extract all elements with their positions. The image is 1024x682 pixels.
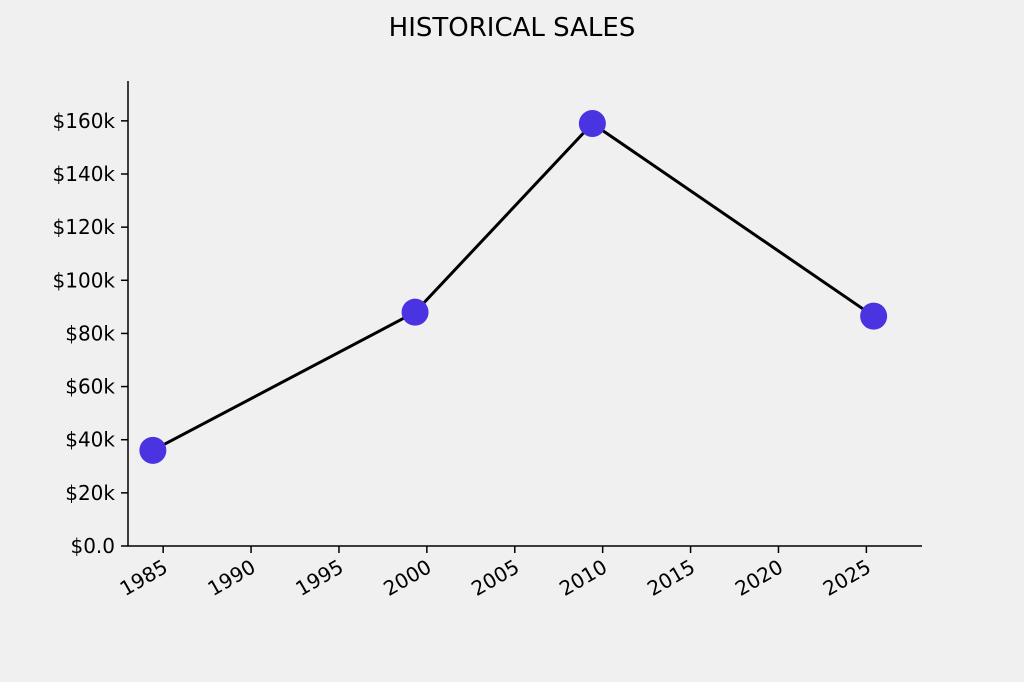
x-ticks: 1985 1990 1995 2000 2005 2010 2015 2020 2025	[116, 546, 875, 601]
x-tick-label: 1990	[203, 555, 259, 601]
y-tick-label: $60k	[65, 375, 115, 399]
y-tick-label: $40k	[65, 428, 115, 452]
y-tick-label: $120k	[53, 215, 116, 239]
y-tick-label: $140k	[53, 162, 116, 186]
data-point	[860, 302, 888, 330]
x-tick-label: 2020	[731, 555, 787, 601]
x-tick-label: 2025	[819, 555, 875, 601]
series	[139, 110, 888, 464]
y-tick-label: $100k	[53, 268, 116, 292]
y-tick-label: $20k	[65, 481, 115, 505]
data-point	[401, 298, 429, 326]
y-tick-label: $0.0	[70, 534, 115, 558]
data-point	[578, 110, 606, 138]
x-tick-label: 1985	[116, 555, 172, 601]
x-tick-label: 2000	[379, 555, 435, 601]
y-tick-label: $80k	[65, 321, 115, 345]
chart-title: HISTORICAL SALES	[389, 13, 636, 43]
y-tick-label: $160k	[53, 109, 116, 133]
x-tick-label: 2010	[555, 555, 611, 601]
series-line	[152, 121, 875, 452]
data-point	[139, 436, 167, 464]
x-tick-label: 1995	[291, 555, 347, 601]
x-tick-label: 2015	[643, 555, 699, 601]
x-tick-label: 2005	[467, 555, 523, 601]
y-ticks: $0.0 $20k $40k $60k $80k $100k $120k $140k $160k	[53, 109, 128, 558]
